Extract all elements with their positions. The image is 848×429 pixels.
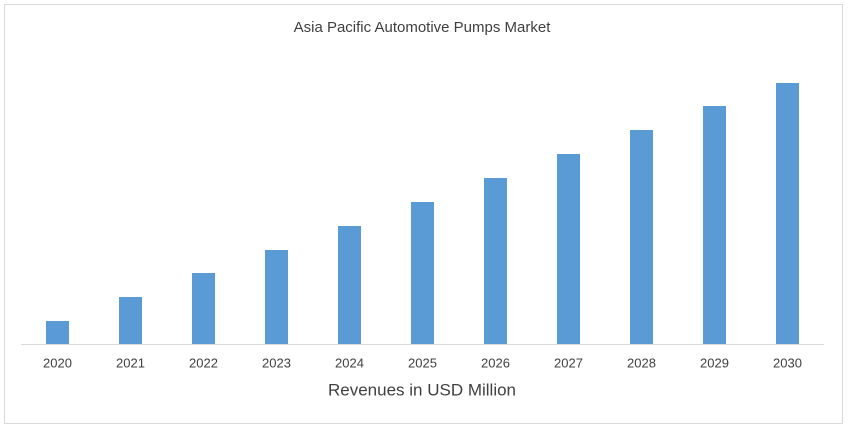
bar xyxy=(338,226,361,344)
x-tick-label: 2028 xyxy=(627,355,656,370)
x-tick-label: 2025 xyxy=(408,355,437,370)
bar xyxy=(484,178,507,344)
x-tick-label: 2023 xyxy=(262,355,291,370)
x-tick-label: 2022 xyxy=(189,355,218,370)
chart-title: Asia Pacific Automotive Pumps Market xyxy=(294,19,552,36)
x-tick-label: 2029 xyxy=(700,355,729,370)
bar xyxy=(119,297,142,344)
x-tick-label: 2026 xyxy=(481,355,510,370)
x-tick-label: 2030 xyxy=(773,355,802,370)
x-axis-title: Revenues in USD Million xyxy=(328,380,516,399)
x-tick-label: 2020 xyxy=(43,355,72,370)
bar xyxy=(630,130,653,344)
bar xyxy=(776,83,799,344)
bar xyxy=(703,106,726,344)
x-tick-label: 2024 xyxy=(335,355,364,370)
bar xyxy=(557,154,580,344)
x-tick-label: 2021 xyxy=(116,355,145,370)
bar xyxy=(411,202,434,344)
bar xyxy=(46,321,69,344)
bar xyxy=(192,273,215,344)
bar xyxy=(265,250,288,344)
x-tick-label: 2027 xyxy=(554,355,583,370)
